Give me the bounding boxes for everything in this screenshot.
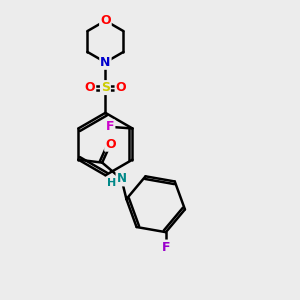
Text: F: F xyxy=(162,241,170,254)
Text: F: F xyxy=(106,121,114,134)
Text: H: H xyxy=(107,178,117,188)
Text: O: O xyxy=(116,81,126,94)
Text: N: N xyxy=(116,172,127,185)
Text: O: O xyxy=(105,138,116,151)
Text: N: N xyxy=(100,56,111,69)
Text: O: O xyxy=(100,14,111,27)
Text: S: S xyxy=(101,81,110,94)
Text: O: O xyxy=(85,81,95,94)
